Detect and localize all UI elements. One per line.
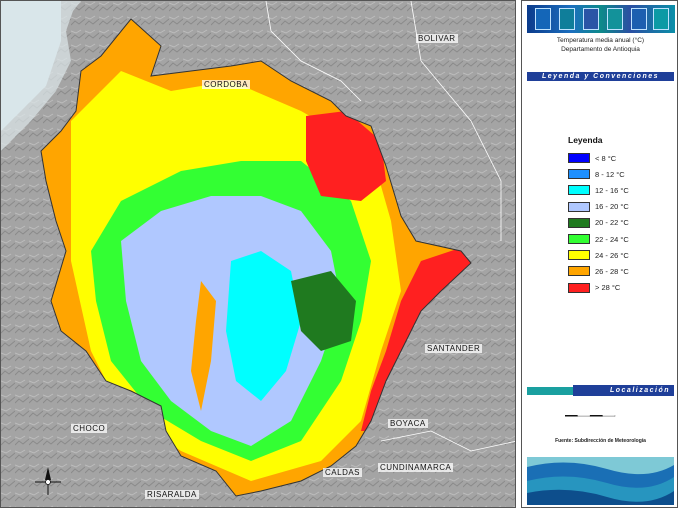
- legend-item: 24 - 26 °C: [568, 250, 629, 261]
- map-title-line-1: Temperatura media anual (°C): [556, 37, 645, 44]
- legend-swatch: [568, 250, 590, 261]
- legend-item: 20 - 22 °C: [568, 217, 629, 228]
- legend-item: 26 - 28 °C: [568, 266, 629, 277]
- legend-label: 26 - 28 °C: [595, 266, 629, 276]
- legend-label: 8 - 12 °C: [595, 169, 625, 179]
- legend-item: < 8 °C: [568, 153, 616, 163]
- footer-banner: [527, 457, 674, 505]
- legend-header-bar: Leyenda y Convenciones: [527, 72, 674, 81]
- map-frame: CORDOBA BOLIVAR SANTANDER CHOCO BOYACA C…: [0, 0, 516, 508]
- legend-label: < 8 °C: [595, 153, 617, 163]
- legend-label: 22 - 24 °C: [595, 234, 629, 244]
- legend-swatch: [568, 217, 590, 228]
- legend-swatch: [568, 282, 590, 293]
- legend-swatch: [568, 169, 590, 180]
- source-text: Fuente: Subdirección de Meteorología: [555, 438, 646, 444]
- dept-label-bolivar: BOLIVAR: [416, 34, 458, 43]
- dept-label-boyaca: BOYACA: [388, 419, 428, 428]
- relief-map: [1, 1, 515, 507]
- header-banner: [527, 5, 675, 33]
- compass-rose-icon: [35, 467, 61, 495]
- legend-label: 16 - 20 °C: [595, 202, 629, 212]
- legend-swatch: [568, 234, 590, 244]
- legend-swatch: [568, 185, 590, 196]
- legend-item: 12 - 16 °C: [568, 185, 629, 196]
- legend-label: 12 - 16 °C: [595, 185, 629, 195]
- legend-item: 8 - 12 °C: [568, 169, 625, 180]
- legend-swatch: [568, 201, 590, 212]
- legend-item: 22 - 24 °C: [568, 234, 629, 244]
- legend-item: 16 - 20 °C: [568, 201, 629, 212]
- legend-label: > 28 °C: [595, 283, 621, 293]
- dept-label-risaralda: RISARALDA: [145, 490, 199, 499]
- location-header-label: Localización: [573, 385, 674, 396]
- scale-bar: [565, 415, 616, 417]
- location-header: Localización: [527, 385, 674, 397]
- legend-panel: Temperatura media anual (°C) Departament…: [521, 0, 678, 508]
- legend-swatch: [568, 153, 590, 163]
- legend-item: > 28 °C: [568, 282, 621, 293]
- dept-label-cordoba: CORDOBA: [202, 80, 250, 89]
- legend-swatch: [568, 266, 590, 277]
- dept-label-cundinamarca: CUNDINAMARCA: [378, 463, 454, 472]
- legend-label: 20 - 22 °C: [595, 218, 629, 228]
- dept-label-choco: CHOCO: [71, 424, 108, 433]
- legend-label: 24 - 26 °C: [595, 250, 629, 260]
- dept-label-caldas: CALDAS: [323, 468, 363, 477]
- legend-title: Leyenda: [568, 135, 603, 145]
- map-title-line-2: Departamento de Antioquia: [561, 46, 640, 53]
- dept-label-santander: SANTANDER: [425, 344, 483, 353]
